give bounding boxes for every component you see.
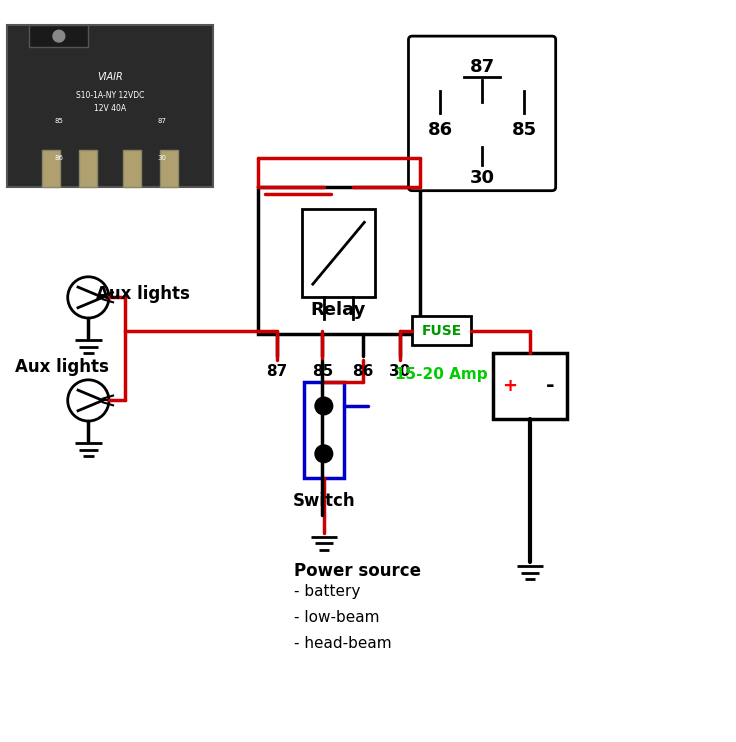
Text: 15-20 Amp: 15-20 Amp [395, 367, 488, 382]
Text: 87: 87 [470, 58, 495, 76]
Text: S10-1A-NY 12VDC: S10-1A-NY 12VDC [77, 91, 144, 99]
Text: 12V 40A: 12V 40A [94, 104, 127, 113]
Text: Aux lights: Aux lights [15, 358, 109, 376]
Text: - low-beam: - low-beam [294, 610, 380, 626]
Text: 85: 85 [512, 121, 537, 139]
FancyBboxPatch shape [7, 25, 213, 187]
FancyBboxPatch shape [42, 150, 60, 187]
Text: Relay: Relay [311, 301, 367, 320]
Circle shape [53, 30, 65, 42]
FancyBboxPatch shape [160, 150, 178, 187]
FancyBboxPatch shape [408, 36, 556, 191]
Text: Switch: Switch [292, 493, 355, 510]
FancyBboxPatch shape [258, 187, 420, 334]
FancyBboxPatch shape [123, 150, 141, 187]
Text: 86: 86 [352, 364, 374, 378]
FancyBboxPatch shape [412, 316, 471, 345]
Text: +: + [502, 377, 517, 395]
Text: 85: 85 [54, 118, 63, 124]
Text: 30: 30 [158, 154, 166, 160]
FancyBboxPatch shape [493, 352, 567, 418]
Text: 87: 87 [266, 364, 288, 378]
Text: - head-beam: - head-beam [294, 636, 392, 651]
Text: 86: 86 [54, 154, 63, 160]
Text: 30: 30 [470, 168, 495, 186]
Circle shape [315, 397, 333, 415]
FancyBboxPatch shape [303, 382, 344, 478]
Text: - battery: - battery [294, 585, 361, 600]
Text: 87: 87 [158, 118, 166, 124]
Circle shape [315, 445, 333, 462]
Text: Power source: Power source [294, 562, 422, 580]
Text: 86: 86 [428, 121, 453, 139]
FancyBboxPatch shape [79, 150, 97, 187]
Text: -: - [546, 375, 555, 395]
Text: 85: 85 [312, 364, 333, 378]
FancyBboxPatch shape [29, 25, 88, 47]
Text: Aux lights: Aux lights [96, 285, 190, 303]
Text: 30: 30 [389, 364, 411, 378]
Text: VIAIR: VIAIR [98, 71, 123, 82]
Text: FUSE: FUSE [422, 324, 461, 338]
